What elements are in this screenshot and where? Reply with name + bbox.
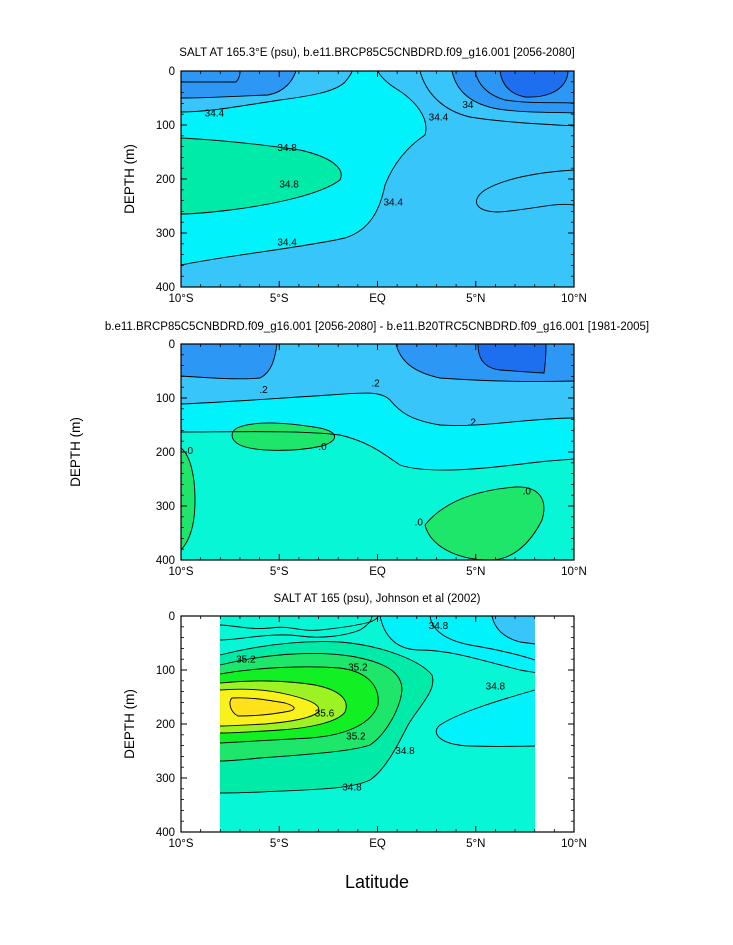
y-tick-label: 200	[156, 719, 175, 731]
contour-label: .0	[415, 518, 424, 529]
contour-label: 34.8	[429, 621, 449, 632]
contour-label: .2	[371, 378, 380, 389]
y-tick-label: 400	[156, 282, 175, 294]
panel-1-title: SALT AT 165.3°E (psu), b.e11.BRCP85C5CNB…	[179, 47, 574, 59]
contour-label: .0	[523, 486, 532, 497]
panel-1: SALT AT 165.3°E (psu), b.e11.BRCP85C5CNB…	[122, 47, 587, 305]
contour-label: 34	[462, 100, 474, 111]
panel-3-fill-36-0	[230, 697, 295, 716]
contour-label: 35.2	[346, 731, 366, 742]
y-tick-label: 100	[156, 393, 175, 405]
panel-3-ylabel: DEPTH (m)	[122, 689, 137, 759]
contour-label: 35.6	[315, 709, 335, 720]
contour-label: 34.4	[205, 109, 225, 120]
x-tick-label: 5°N	[466, 838, 485, 850]
contour-label: 34.8	[486, 682, 506, 693]
panel-2-ylabel: DEPTH (m)	[68, 417, 83, 487]
panel-1-contour-lines	[181, 71, 574, 266]
y-tick-label: 400	[156, 827, 175, 839]
contour-label: .0	[318, 442, 327, 453]
x-tick-label: EQ	[369, 293, 386, 305]
panel-3-contour-labels: 35.2 35.2 35.6 35.2 34.8 34.8 34.8 34.8	[236, 621, 505, 793]
x-tick-label: 5°N	[466, 293, 485, 305]
x-tick-label: 10°S	[168, 293, 193, 305]
y-tick-label: 400	[156, 555, 175, 567]
panel-2-contour-field	[181, 344, 574, 560]
x-tick-label: 10°N	[561, 293, 587, 305]
panel-2-fill-west-green-blob	[232, 423, 335, 451]
y-tick-label: 200	[156, 447, 175, 459]
x-tick-label: EQ	[369, 566, 386, 578]
contour-label: 34.4	[383, 198, 403, 209]
contour-label: 35.2	[236, 655, 256, 666]
x-axis-label: Latitude	[345, 872, 409, 892]
y-tick-label: 200	[156, 174, 175, 186]
panel-1-fill-west-surface-core	[181, 71, 240, 82]
panel-1-contour-field	[181, 71, 574, 287]
x-tick-label: 10°S	[168, 566, 193, 578]
y-tick-label: 0	[169, 611, 175, 623]
contour-label: 34.4	[277, 238, 297, 249]
contour-label: 34.4	[429, 112, 449, 123]
panel-2: b.e11.BRCP85C5CNBDRD.f09_g16.001 [2056-2…	[68, 321, 649, 578]
contour-label: .2	[468, 417, 477, 428]
contour-label: 34.8	[342, 783, 362, 794]
panel-2-ticks: 10°S 5°S EQ 5°N 10°N 0 100 200 300 400	[156, 339, 587, 578]
panel-3-fill-east-deep	[436, 690, 535, 747]
panel-1-ylabel: DEPTH (m)	[122, 144, 137, 214]
panel-2-contour-lines	[181, 344, 574, 560]
y-tick-label: 100	[156, 665, 175, 677]
y-tick-label: 300	[156, 501, 175, 513]
x-tick-label: 5°N	[466, 566, 485, 578]
contour-label: 34.8	[277, 143, 297, 154]
panel-1-ticks: 10°S 5°S EQ 5°N 10°N 0 100 200 300 400	[156, 66, 587, 305]
x-tick-label: 5°S	[270, 838, 289, 850]
panel-1-fill-east-subsurface	[476, 170, 574, 212]
y-tick-label: 0	[169, 339, 175, 351]
y-tick-label: 0	[169, 66, 175, 78]
panel-1-fill-34-8-core	[181, 138, 342, 214]
panel-2-fill-east-darkest	[478, 344, 546, 373]
panel-1-contour-labels: 34.4 34.8 34.8 34.4 34.4 34.4 34	[205, 100, 474, 249]
y-tick-label: 300	[156, 773, 175, 785]
contour-label: 34.8	[279, 179, 299, 190]
panel-3-fill-east-top	[492, 616, 535, 644]
contour-label: 34.8	[395, 746, 415, 757]
panel-3-contour-lines	[219, 616, 536, 794]
x-tick-label: 5°S	[270, 293, 289, 305]
y-tick-label: 100	[156, 120, 175, 132]
x-tick-label: 10°N	[561, 566, 587, 578]
contour-label: .0	[185, 446, 194, 457]
panel-3: SALT AT 165 (psu), Johnson et al (2002)	[122, 593, 587, 850]
contour-label: 35.2	[348, 662, 368, 673]
panel-2-fill-west-edge-green	[181, 448, 195, 550]
panel-3-title: SALT AT 165 (psu), Johnson et al (2002)	[274, 593, 481, 605]
x-tick-label: 10°S	[168, 838, 193, 850]
panel-3-ticks: 10°S 5°S EQ 5°N 10°N 0 100 200 300 400	[156, 611, 587, 850]
x-tick-label: 10°N	[561, 838, 587, 850]
panel-2-title: b.e11.BRCP85C5CNBDRD.f09_g16.001 [2056-2…	[105, 321, 649, 333]
panel-2-fill-west-core	[181, 344, 277, 379]
x-tick-label: 5°S	[270, 566, 289, 578]
panel-1-fill-east-surface-core	[500, 71, 568, 98]
y-tick-label: 300	[156, 228, 175, 240]
panel-3-fill-upper-east	[380, 616, 535, 673]
panel-2-fill-east-green-blob	[425, 486, 544, 560]
panel-3-contour-field	[181, 616, 574, 832]
x-tick-label: EQ	[369, 838, 386, 850]
contour-label: .2	[259, 385, 268, 396]
panel-2-contour-labels: .2 .2 .2 .0 .0 .0 .0	[185, 378, 532, 528]
